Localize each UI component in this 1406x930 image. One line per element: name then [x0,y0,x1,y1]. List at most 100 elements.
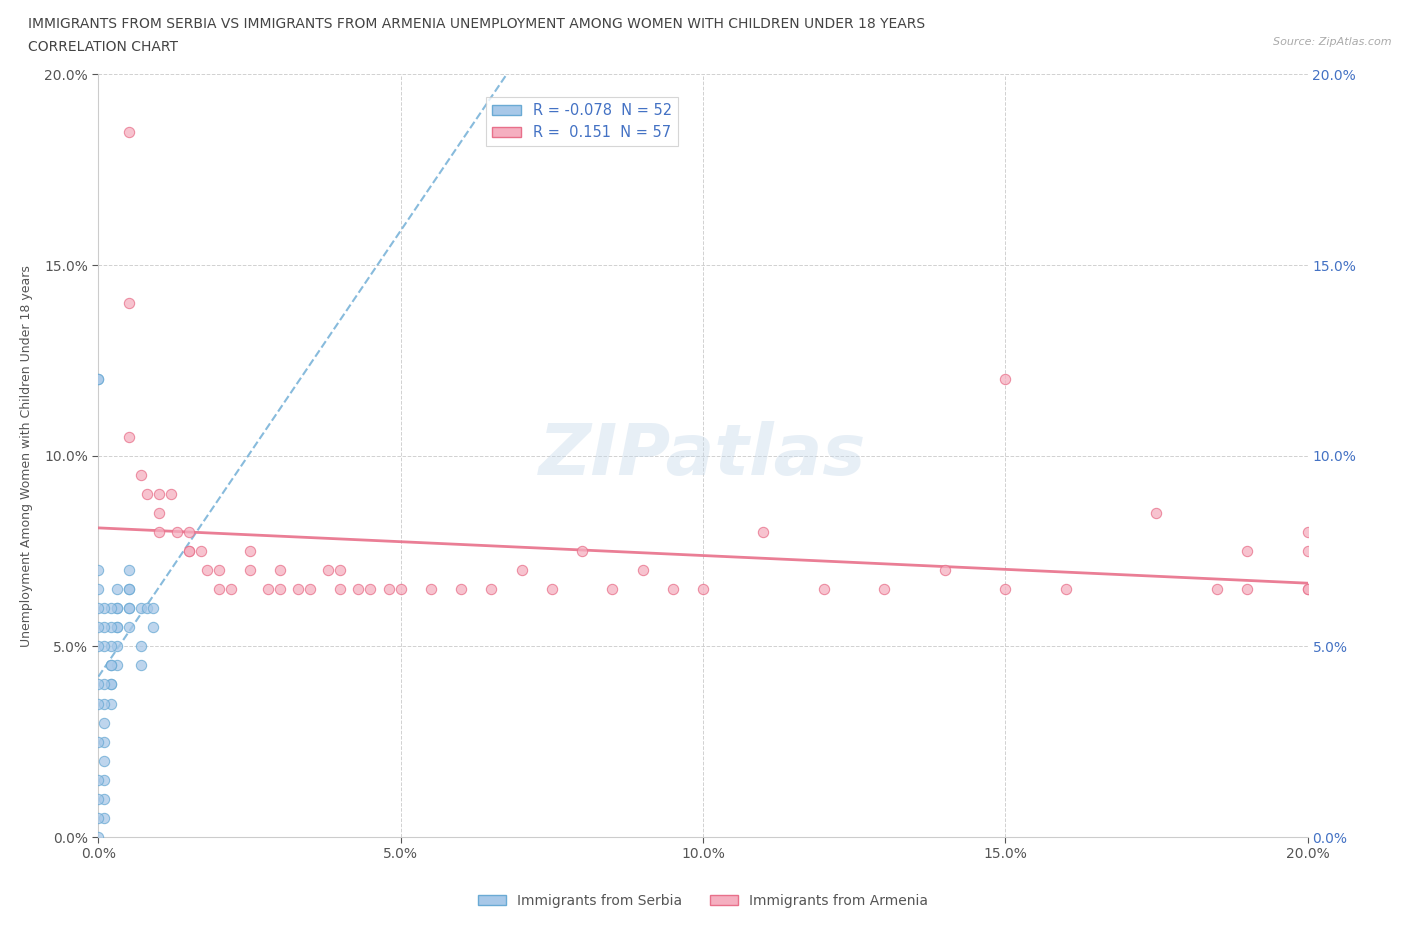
Point [221,582,243,597]
Text: Source: ZipAtlas.com: Source: ZipAtlas.com [1274,37,1392,47]
Point [1296,582,1319,597]
Point [105,620,128,635]
Y-axis label: Unemployment Among Women with Children Under 18 years: Unemployment Among Women with Children U… [20,265,32,646]
Point [208,563,231,578]
Point [118,582,141,597]
Point [87,372,110,387]
Point [269,582,291,597]
Point [87,677,110,692]
Point [100,696,122,711]
Point [631,563,654,578]
Point [87,696,110,711]
Point [299,582,322,597]
Point [934,563,956,578]
Point [129,601,152,616]
Point [105,620,128,635]
Point [510,563,533,578]
Point [87,582,110,597]
Point [1054,582,1077,597]
Point [1296,525,1319,539]
Point [105,601,128,616]
Point [602,582,624,597]
Point [118,601,141,616]
Point [100,677,122,692]
Point [316,563,339,578]
Point [148,506,170,521]
Text: IMMIGRANTS FROM SERBIA VS IMMIGRANTS FROM ARMENIA UNEMPLOYMENT AMONG WOMEN WITH : IMMIGRANTS FROM SERBIA VS IMMIGRANTS FRO… [28,17,925,31]
Point [105,639,128,654]
Point [389,582,412,597]
Point [269,563,291,578]
Point [190,544,212,559]
Point [93,715,115,730]
Legend: Immigrants from Serbia, Immigrants from Armenia: Immigrants from Serbia, Immigrants from … [472,889,934,914]
Point [160,486,183,501]
Point [179,544,201,559]
Point [87,639,110,654]
Point [329,563,352,578]
Point [239,563,262,578]
Point [179,525,201,539]
Point [752,525,775,539]
Point [377,582,399,597]
Point [93,677,115,692]
Point [347,582,370,597]
Point [692,582,714,597]
Point [329,582,352,597]
Point [1206,582,1229,597]
Point [420,582,443,597]
Point [87,735,110,750]
Point [105,582,128,597]
Point [118,601,141,616]
Point [873,582,896,597]
Point [142,601,165,616]
Point [93,811,115,826]
Point [87,772,110,787]
Point [179,544,201,559]
Point [93,639,115,654]
Point [100,620,122,635]
Point [118,563,141,578]
Point [87,563,110,578]
Point [481,582,503,597]
Point [87,372,110,387]
Legend: R = -0.078  N = 52, R =  0.151  N = 57: R = -0.078 N = 52, R = 0.151 N = 57 [486,97,678,146]
Point [1236,582,1258,597]
Point [540,582,562,597]
Point [129,639,152,654]
Point [142,620,165,635]
Point [1236,544,1258,559]
Point [662,582,685,597]
Point [118,430,141,445]
Point [994,372,1017,387]
Point [87,791,110,806]
Point [571,544,593,559]
Point [87,620,110,635]
Point [100,658,122,673]
Point [148,486,170,501]
Point [93,753,115,768]
Point [118,296,141,311]
Point [100,677,122,692]
Point [118,582,141,597]
Point [100,658,122,673]
Point [118,620,141,635]
Point [118,125,141,140]
Point [93,791,115,806]
Point [813,582,835,597]
Point [105,658,128,673]
Point [129,658,152,673]
Point [1144,506,1167,521]
Point [135,601,157,616]
Point [195,563,218,578]
Point [93,735,115,750]
Point [135,486,157,501]
Point [87,811,110,826]
Point [1296,582,1319,597]
Point [93,696,115,711]
Point [105,601,128,616]
Point [93,601,115,616]
Point [87,830,110,844]
Text: CORRELATION CHART: CORRELATION CHART [28,40,179,54]
Point [93,772,115,787]
